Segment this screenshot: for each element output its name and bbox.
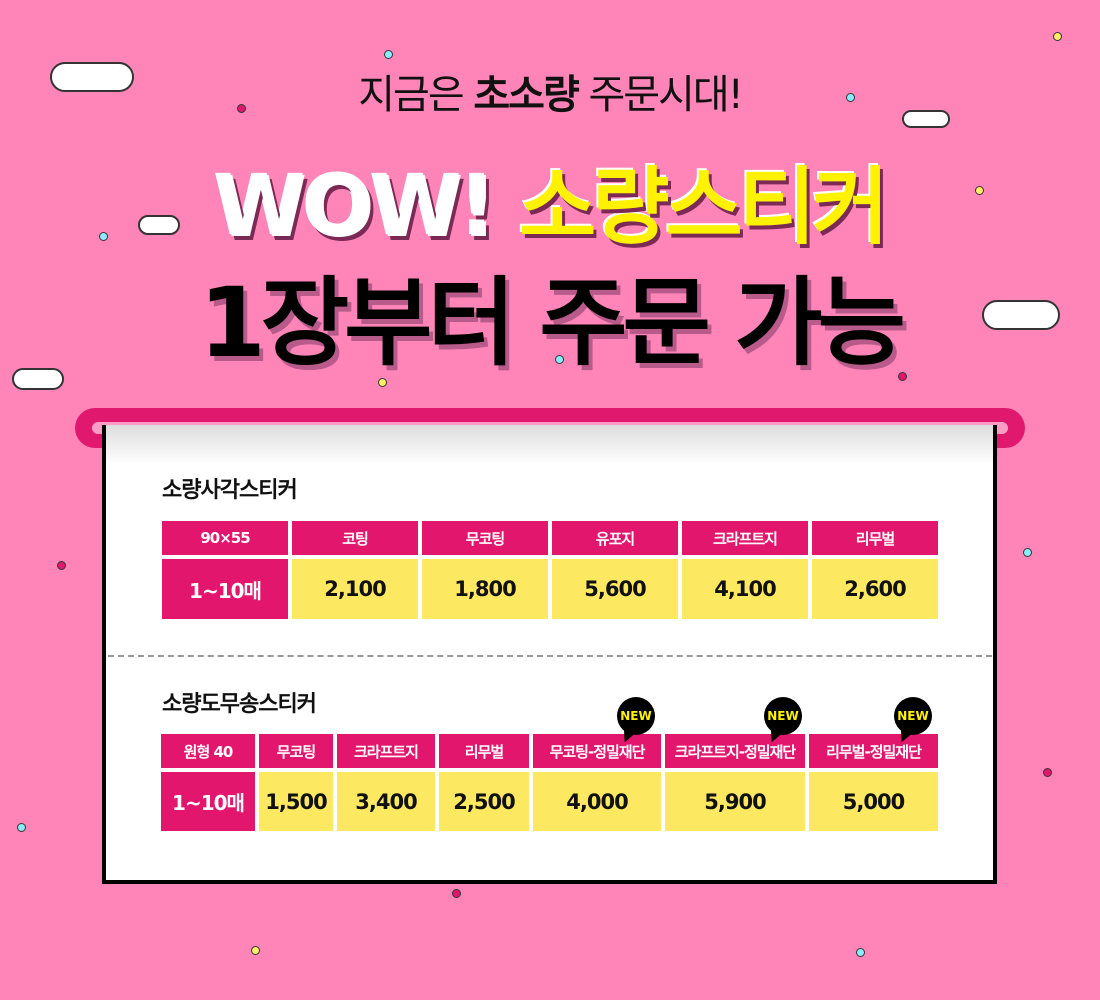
dot-icon (237, 104, 246, 113)
column-header: 크라프트지 (337, 734, 435, 768)
column-header: 리무벌-정밀재단 (809, 734, 938, 768)
new-badge: NEW (617, 697, 655, 735)
price-cell: 1,800 (422, 559, 548, 619)
dot-icon (452, 889, 461, 898)
section-title-diecut: 소량도무송스티커 (162, 692, 317, 717)
price-cell: 4,100 (682, 559, 808, 619)
price-cell: 5,000 (809, 772, 938, 831)
column-header: 리무벌 (439, 734, 529, 768)
column-header: 유포지 (552, 521, 678, 555)
divider (108, 655, 992, 657)
column-header: 무코팅 (259, 734, 333, 768)
headline: WOW! 소량스티커 (214, 158, 890, 256)
dot-icon (1023, 548, 1032, 557)
row-label: 1~10매 (161, 772, 255, 831)
cloud-icon (50, 62, 134, 92)
price-cell: 5,900 (665, 772, 805, 831)
headline-2: 1장부터 주문 가능 (199, 267, 906, 379)
section-title-square: 소량사각스티커 (162, 478, 298, 503)
dot-icon (251, 946, 260, 955)
dot-icon (384, 50, 393, 59)
column-header: 무코팅 (422, 521, 548, 555)
price-cell: 3,400 (337, 772, 435, 831)
dot-icon (378, 378, 387, 387)
price-cell: 5,600 (552, 559, 678, 619)
column-header: 코팅 (292, 521, 418, 555)
new-badge: NEW (764, 697, 802, 735)
dot-icon (99, 232, 108, 241)
dot-icon (1043, 768, 1052, 777)
new-badge: NEW (894, 697, 932, 735)
column-header: 90×55 (162, 521, 288, 555)
price-cell: 2,100 (292, 559, 418, 619)
row-label: 1~10매 (162, 559, 288, 619)
column-header: 크라프트지 (682, 521, 808, 555)
cloud-icon (12, 368, 64, 390)
dot-icon (555, 355, 564, 364)
column-header: 원형 40 (161, 734, 255, 768)
dot-icon (975, 186, 984, 195)
column-header: 크라프트지-정밀재단 (665, 734, 805, 768)
column-header: 무코팅-정밀재단 (533, 734, 661, 768)
price-cell: 1,500 (259, 772, 333, 831)
dot-icon (17, 823, 26, 832)
cloud-icon (902, 110, 950, 128)
dot-icon (898, 372, 907, 381)
dot-icon (856, 948, 865, 957)
price-cell: 4,000 (533, 772, 661, 831)
dot-icon (57, 561, 66, 570)
subtitle: 지금은 초소량 주문시대! (358, 72, 743, 118)
dot-icon (1053, 32, 1062, 41)
price-cell: 2,600 (812, 559, 938, 619)
price-cell: 2,500 (439, 772, 529, 831)
cloud-icon (982, 300, 1060, 330)
cloud-icon (138, 215, 180, 235)
paper-shadow (106, 425, 993, 465)
dot-icon (846, 93, 855, 102)
column-header: 리무벌 (812, 521, 938, 555)
